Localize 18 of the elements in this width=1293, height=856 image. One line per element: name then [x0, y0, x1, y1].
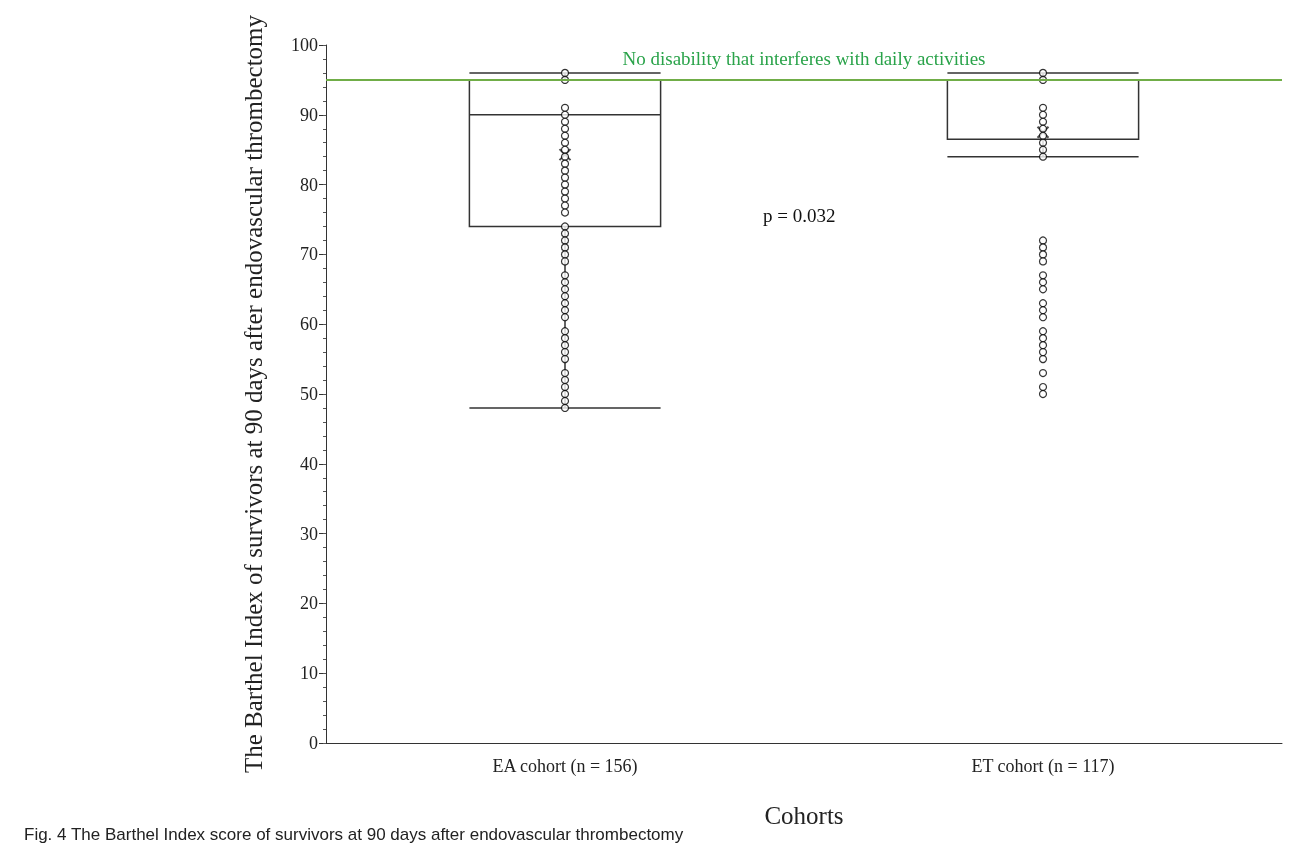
y-tick-label: 70 — [300, 244, 318, 265]
annotation: p = 0.032 — [763, 205, 836, 226]
ref-line-label: No disability that interferes with daily activities — [622, 47, 986, 69]
y-tick-label: 50 — [300, 384, 318, 404]
y-tick-label: 100 — [291, 35, 318, 55]
y-tick-label: 10 — [300, 663, 318, 684]
y-tick-label: 20 — [300, 593, 318, 614]
y-tick-label: 90 — [300, 104, 318, 125]
y-tick-label: 0 — [309, 733, 318, 753]
x-axis-title: Cohorts — [764, 802, 844, 829]
caption: Fig. 4 The Barthel Index score of survivors at 90 days after endovascular thrombectomy — [24, 825, 684, 844]
y-tick-label: 30 — [300, 523, 318, 544]
x-tick-label: ET cohort (n = 117) — [971, 756, 1115, 777]
y-tick-label: 40 — [300, 453, 318, 474]
y-tick-label: 80 — [300, 174, 318, 195]
y-tick-label: 60 — [300, 314, 318, 335]
x-tick-label: EA cohort (n = 156) — [492, 756, 638, 777]
y-axis-title: The Barthel Index of survivors at 90 days after endovascular thrombectomy — [239, 14, 267, 774]
